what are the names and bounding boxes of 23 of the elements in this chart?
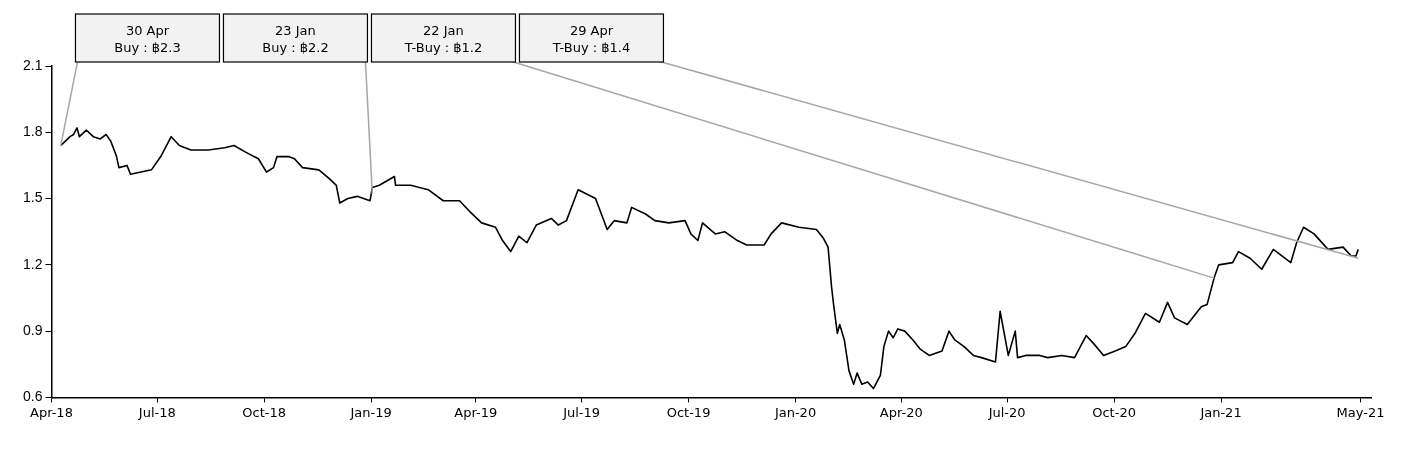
x-tick-label: May-21 xyxy=(1336,404,1385,420)
x-tick-label: Apr-20 xyxy=(879,404,923,420)
x-tick-label: Jul-18 xyxy=(137,404,176,420)
y-tick-label: 2.1 xyxy=(22,56,43,73)
x-tick-label: Jan-21 xyxy=(1199,404,1242,420)
annotation: 30 Apr Buy : ฿2.3 xyxy=(114,22,181,55)
annotation: 22 Jan T-Buy : ฿1.2 xyxy=(403,22,483,55)
x-tick-label: Jan-20 xyxy=(773,404,817,420)
annotation: 29 Apr T-Buy : ฿1.4 xyxy=(551,22,631,55)
x-tick-label: Apr-19 xyxy=(454,404,498,420)
x-tick-label: Oct-20 xyxy=(1092,404,1136,420)
x-tick-label: Jan-19 xyxy=(349,404,392,420)
y-tick-label: 1.8 xyxy=(22,123,43,140)
y-tick-label: 0.6 xyxy=(22,388,43,405)
x-tick-label: Oct-18 xyxy=(242,404,287,420)
x-tick-label: Apr-18 xyxy=(30,404,73,420)
x-tick-label: Jul-19 xyxy=(562,404,601,420)
x-tick-label: Oct-19 xyxy=(666,404,711,420)
y-tick-label: 1.5 xyxy=(22,189,43,206)
y-tick-label: 1.2 xyxy=(22,255,43,272)
y-tick-label: 0.9 xyxy=(22,321,43,338)
x-tick-label: Jul-20 xyxy=(987,404,1026,420)
annotation: 23 Jan Buy : ฿2.2 xyxy=(262,22,329,55)
